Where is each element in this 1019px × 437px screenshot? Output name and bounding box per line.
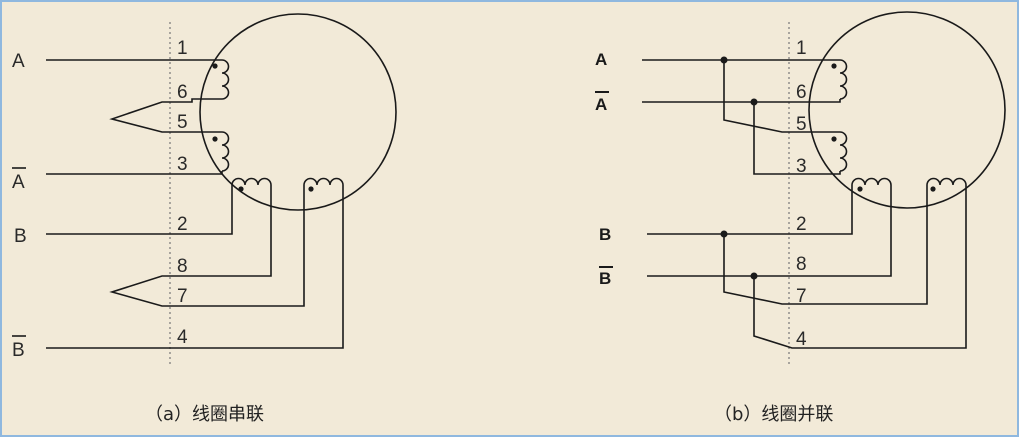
wire-pin-7	[723, 190, 928, 305]
caption-parallel-connection: （b）线圈并联	[714, 404, 834, 425]
coil-phase-b-left	[851, 177, 892, 192]
wire-pin-4	[46, 190, 344, 349]
pin-number-4: 4	[796, 329, 807, 350]
pin-number-8: 8	[796, 254, 807, 275]
motor-outline-circle	[808, 11, 1006, 209]
diagram-b	[642, 11, 1006, 367]
pin-number-2: 2	[177, 214, 188, 235]
junction-dot	[720, 56, 728, 64]
coil-phase-b-right	[303, 177, 344, 192]
wire-pin-4	[753, 190, 967, 349]
junction-dot	[750, 272, 758, 280]
motor-outline-circle	[199, 13, 397, 211]
coil-phase-b-right	[926, 177, 967, 192]
terminal-label-b: B	[14, 226, 27, 247]
pin-number-6: 6	[177, 82, 188, 103]
terminal-label-a-bar: A	[595, 95, 607, 114]
pin-number-5: 5	[177, 112, 188, 133]
diagram-a	[46, 13, 397, 367]
pin-number-7: 7	[796, 286, 807, 307]
wire-pins-8-7-link	[109, 190, 305, 307]
pin-number-2: 2	[796, 214, 807, 235]
coil-phase-a-lower	[831, 131, 848, 172]
pin-number-5: 5	[796, 114, 807, 135]
terminal-label-b-bar: B	[599, 269, 611, 288]
pin-number-3: 3	[796, 156, 807, 177]
wire-pin-2	[647, 190, 853, 235]
wire-pins-6-5-link	[109, 98, 222, 133]
coil-phase-b-left	[231, 177, 272, 192]
pin-number-4: 4	[177, 327, 188, 348]
coil-phase-a-upper	[212, 59, 230, 100]
pin-number-1: 1	[177, 38, 188, 59]
caption-series-connection: （a）线圈串联	[145, 404, 265, 425]
terminal-label-a: A	[12, 51, 25, 72]
terminal-label-b: B	[599, 225, 611, 244]
wire-pin-8	[647, 190, 892, 277]
wire-pin-3	[46, 171, 223, 175]
pin-number-6: 6	[796, 82, 807, 103]
coil-phase-a-lower	[212, 131, 230, 172]
pin-number-3: 3	[177, 154, 188, 175]
junction-dot	[720, 230, 728, 238]
terminal-label-a-bar: A	[12, 172, 25, 193]
coil-phase-a-upper	[831, 59, 848, 100]
wire-pin-5	[723, 60, 840, 133]
junction-dot	[750, 98, 758, 106]
wire-pin-2	[46, 190, 233, 235]
terminal-label-a: A	[595, 50, 607, 69]
wire-pin-6	[642, 99, 841, 103]
pin-number-8: 8	[177, 256, 188, 277]
terminal-label-b-bar: B	[12, 340, 25, 361]
pin-number-1: 1	[796, 38, 807, 59]
wire-pin-3	[753, 102, 841, 175]
pin-number-7: 7	[177, 286, 188, 307]
